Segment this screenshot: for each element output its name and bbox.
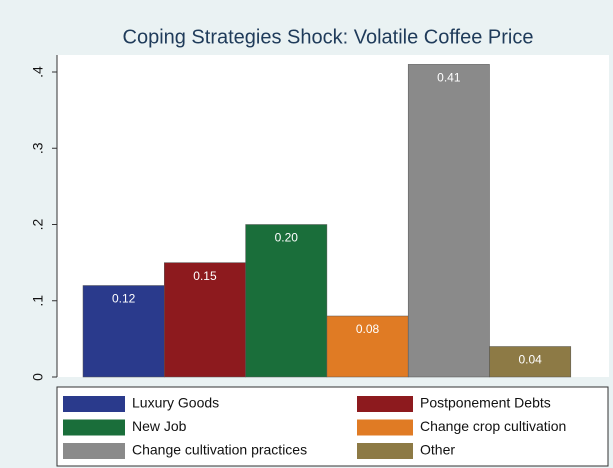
y-tick-label: 0 [30,373,46,381]
y-tick-label: .4 [30,66,46,78]
legend-label: Postponement Debts [420,395,551,411]
value-label: 0.41 [437,71,461,85]
bar [82,285,165,378]
legend-swatch [63,419,125,436]
bar [326,315,409,378]
bar [407,64,490,378]
legend-label: New Job [132,418,187,434]
legend-label: Other [420,442,455,458]
legend-swatch [357,419,413,436]
value-label: 0.12 [112,292,136,306]
y-tick-label: .3 [30,142,46,154]
bar [245,224,328,378]
legend-swatch [357,396,413,412]
value-label: 0.08 [356,322,380,336]
bar [489,346,572,378]
legend-box [56,386,609,467]
y-tick-label: .1 [30,295,46,307]
chart-title: Coping Strategies Shock: Volatile Coffee… [123,26,534,48]
value-label: 0.04 [518,353,542,367]
legend-label: Luxury Goods [132,395,219,411]
value-label: 0.20 [275,231,299,245]
y-tick-label: .2 [30,218,46,230]
legend-swatch [63,443,125,459]
legend-label: Change crop cultivation [420,418,566,434]
legend-swatch [357,443,413,459]
bar [164,262,246,378]
value-label: 0.15 [193,269,217,283]
legend-swatch [63,396,125,412]
legend-label: Change cultivation practices [132,442,307,458]
